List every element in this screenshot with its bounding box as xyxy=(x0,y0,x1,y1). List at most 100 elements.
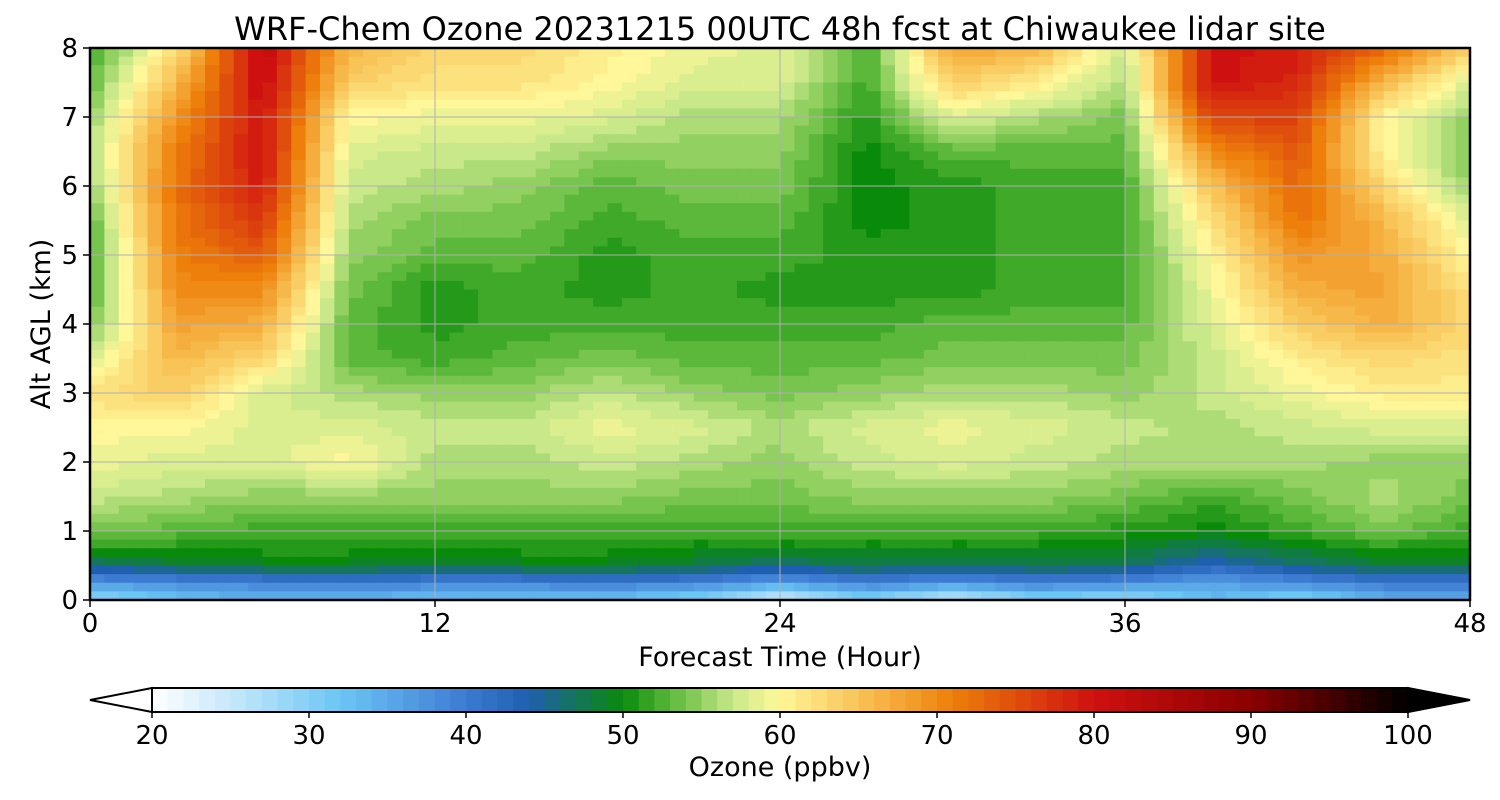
contour-cell xyxy=(736,229,752,239)
contour-cell xyxy=(1283,237,1299,247)
contour-cell xyxy=(334,82,350,92)
contour-cell xyxy=(391,220,407,230)
contour-cell xyxy=(1067,341,1083,351)
contour-cell xyxy=(133,341,149,351)
contour-cell xyxy=(133,203,149,213)
contour-cell xyxy=(133,280,149,291)
contour-cell xyxy=(449,117,465,127)
contour-cell xyxy=(1398,393,1414,403)
contour-cell xyxy=(765,470,781,480)
contour-cell xyxy=(679,203,695,213)
contour-cell xyxy=(938,194,954,204)
contour-cell xyxy=(435,453,450,463)
contour-cell xyxy=(377,237,393,247)
contour-cell xyxy=(276,48,292,58)
contour-cell xyxy=(966,436,982,446)
contour-cell xyxy=(938,479,954,489)
contour-cell xyxy=(880,48,896,58)
contour-cell xyxy=(305,220,321,230)
contour-cell xyxy=(161,358,177,368)
contour-cell xyxy=(995,82,1011,92)
contour-cell xyxy=(1096,418,1112,429)
contour-cell xyxy=(1441,462,1457,472)
contour-cell xyxy=(837,211,853,222)
contour-cell xyxy=(219,272,235,282)
contour-cell xyxy=(751,220,767,230)
contour-cell xyxy=(1081,324,1097,334)
contour-cell xyxy=(938,367,954,377)
contour-cell xyxy=(679,470,695,480)
contour-cell xyxy=(765,436,781,446)
contour-cell xyxy=(607,384,623,394)
contour-cell xyxy=(1383,444,1399,454)
contour-cell xyxy=(1412,91,1428,101)
contour-cell xyxy=(665,401,680,411)
contour-cell xyxy=(449,246,465,256)
contour-cell xyxy=(435,255,450,265)
contour-cell xyxy=(1024,462,1040,472)
contour-cell xyxy=(506,125,522,135)
contour-cell xyxy=(348,151,364,161)
contour-cell xyxy=(593,48,609,58)
contour-cell xyxy=(866,272,882,282)
contour-cell xyxy=(118,306,134,316)
contour-cell xyxy=(1038,229,1054,239)
contour-cell xyxy=(348,332,364,342)
contour-cell xyxy=(1283,194,1299,204)
contour-cell xyxy=(693,367,709,377)
contour-cell xyxy=(90,487,105,498)
contour-cell xyxy=(1081,427,1097,437)
contour-cell xyxy=(823,237,839,247)
contour-cell xyxy=(1096,151,1112,161)
contour-cell xyxy=(880,229,896,239)
contour-cell xyxy=(492,255,508,265)
contour-cell xyxy=(665,453,680,463)
contour-cell xyxy=(176,341,192,351)
contour-cell xyxy=(133,177,149,187)
contour-cell xyxy=(521,315,537,325)
contour-cell xyxy=(1383,220,1399,230)
contour-cell xyxy=(880,203,896,213)
contour-cell xyxy=(348,401,364,411)
contour-cell xyxy=(90,73,105,84)
contour-cell xyxy=(564,194,580,204)
contour-cell xyxy=(1355,246,1370,256)
contour-cell xyxy=(966,462,982,472)
contour-cell xyxy=(1383,349,1399,360)
contour-cell xyxy=(938,125,954,135)
contour-cell xyxy=(1067,306,1083,316)
contour-cell xyxy=(133,418,149,429)
contour-cell xyxy=(1110,462,1126,472)
contour-cell xyxy=(320,298,335,308)
contour-cell xyxy=(665,436,680,446)
contour-cell xyxy=(1053,315,1069,325)
contour-cell xyxy=(233,375,249,385)
contour-cell xyxy=(564,151,580,161)
contour-cell xyxy=(736,401,752,411)
contour-cell xyxy=(262,358,278,368)
contour-cell xyxy=(1010,151,1025,161)
contour-cell xyxy=(1196,151,1212,161)
contour-cell xyxy=(118,384,134,394)
contour-cell xyxy=(1196,48,1212,58)
contour-cell xyxy=(808,470,824,480)
contour-cell xyxy=(550,280,565,291)
contour-cell xyxy=(650,418,666,429)
contour-cell xyxy=(104,444,120,454)
contour-cell xyxy=(377,315,393,325)
contour-cell xyxy=(118,496,134,506)
contour-cell xyxy=(895,177,910,187)
contour-cell xyxy=(1383,48,1399,58)
contour-cell xyxy=(1010,418,1025,429)
contour-cell xyxy=(1441,375,1457,385)
contour-cell xyxy=(205,220,220,230)
contour-cell xyxy=(478,211,494,222)
contour-cell xyxy=(1139,99,1155,109)
contour-cell xyxy=(621,470,637,480)
contour-cell xyxy=(1211,401,1227,411)
contour-cell xyxy=(1211,444,1227,454)
contour-cell xyxy=(1398,142,1414,153)
contour-cell xyxy=(665,272,680,282)
contour-cell xyxy=(176,487,192,498)
contour-cell xyxy=(363,479,379,489)
